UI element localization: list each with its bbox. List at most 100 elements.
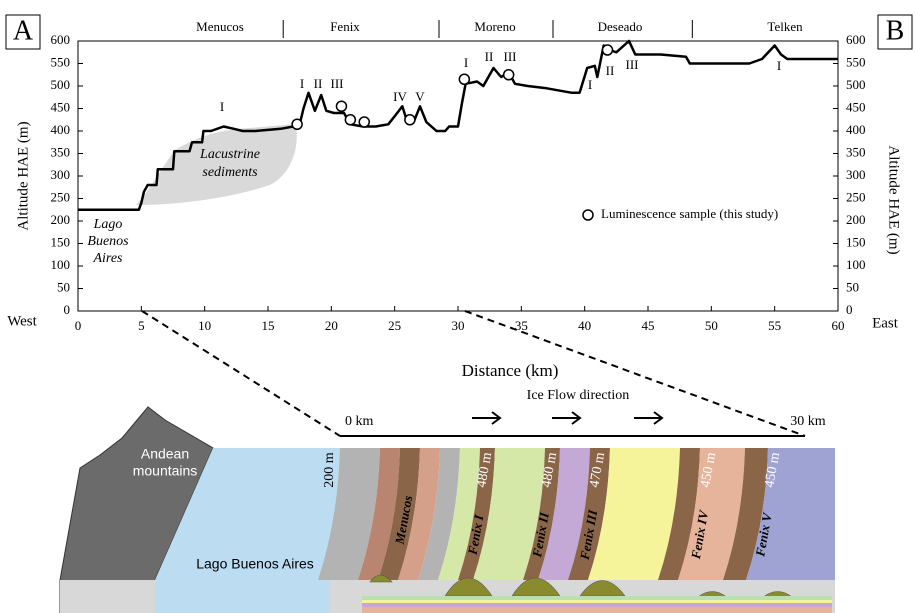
y-tick-label: 150 (51, 234, 71, 249)
y2-tick-label: 300 (846, 167, 866, 182)
scale-label: 30 km (790, 414, 826, 429)
y-tick-label: 400 (51, 122, 71, 137)
y2-tick-label: 550 (846, 54, 866, 69)
peak-label: II (314, 76, 323, 91)
sample-point (601, 44, 614, 56)
peak-label: I (588, 77, 592, 92)
diagram-band (658, 448, 700, 580)
lake (155, 448, 368, 613)
x-tick-label: 20 (325, 318, 338, 333)
sample-point (358, 116, 371, 128)
sample-point (458, 73, 471, 85)
diagram-band (458, 448, 495, 580)
x-tick-label: 45 (642, 318, 655, 333)
y2-axis-title: Altitude HAE (m) (886, 145, 902, 254)
lake-label: Aires (92, 251, 123, 266)
diagram-band (746, 448, 835, 580)
y2-tick-label: 200 (846, 212, 866, 227)
y-tick-label: 50 (57, 279, 70, 294)
y-tick-label: 600 (51, 32, 71, 47)
zone-label: Telken (767, 19, 803, 34)
peak-label: III (331, 76, 344, 91)
sample-point (335, 100, 348, 112)
flow-label: Ice Flow direction (527, 388, 630, 403)
x-tick-label: 40 (578, 318, 591, 333)
sediment-label: Lacustrine (199, 147, 260, 162)
front-face (155, 580, 330, 613)
y2-tick-label: 250 (846, 189, 866, 204)
x-tick-label: 10 (198, 318, 211, 333)
peak-label: I (777, 58, 781, 73)
diagram-band (473, 448, 545, 580)
front-strata (362, 596, 832, 613)
lake-label: Lago (93, 217, 123, 232)
y2-tick-label: 100 (846, 257, 866, 272)
y2-tick-label: 150 (846, 234, 866, 249)
diagram-band (378, 448, 420, 580)
moraine-altitude: 450 m (698, 451, 719, 489)
zoom-line (464, 310, 806, 437)
y-tick-label: 300 (51, 167, 71, 182)
moraine-altitude: 480 m (539, 451, 560, 489)
legend-marker (582, 209, 594, 221)
y2-tick-label: 50 (846, 279, 859, 294)
sediment-area (136, 124, 297, 205)
y-tick-label: 550 (51, 54, 71, 69)
diagram-band (398, 448, 440, 580)
peak-label: IV (393, 89, 407, 104)
y2-tick-label: 450 (846, 99, 866, 114)
peak-label: II (606, 63, 615, 78)
diagram-band (418, 448, 460, 580)
lake-label: Buenos (87, 234, 129, 249)
y2-tick-label: 600 (846, 32, 866, 47)
west-label: West (7, 313, 37, 329)
peak-label: III (504, 49, 517, 64)
diagram-band (523, 448, 560, 580)
mountains-label: Andean (141, 446, 189, 462)
y-tick-label: 200 (51, 212, 71, 227)
diagram: 0 km 30 km Ice Flow direction Andean mou… (59, 310, 835, 613)
mountains-label: mountains (133, 463, 198, 479)
y2-tick-label: 400 (846, 122, 866, 137)
y-tick-label: 500 (51, 77, 71, 92)
diagram-band (318, 448, 380, 580)
x-tick-label: 5 (138, 318, 145, 333)
moraine-altitude: 470 m (587, 451, 608, 489)
y-tick-label: 100 (51, 257, 71, 272)
y-tick-label: 450 (51, 99, 71, 114)
peak-label: III (626, 57, 639, 72)
panel-box (5, 14, 41, 50)
x-tick-label: 15 (262, 318, 275, 333)
sample-point (502, 69, 515, 81)
x-tick-label: 0 (75, 318, 82, 333)
x-tick-label: 30 (452, 318, 465, 333)
diagram-band (438, 448, 480, 580)
y2-tick-label: 0 (846, 302, 853, 317)
diagram-band (678, 448, 745, 580)
x-tick-label: 25 (388, 318, 401, 333)
x-tick-label: 50 (705, 318, 718, 333)
zone-label: Fenix (330, 19, 360, 34)
lake-label: Lago Buenos Aires (196, 556, 314, 572)
zone-label: Menucos (196, 19, 244, 34)
y-tick-label: 250 (51, 189, 71, 204)
zoom-line (141, 310, 341, 437)
peak-label: I (464, 55, 468, 70)
height-label: 200 m (322, 452, 337, 488)
diagram-band (568, 448, 610, 580)
y-tick-label: 350 (51, 144, 71, 159)
sediment-label: sediments (202, 165, 258, 180)
scale-label: 0 km (345, 414, 374, 429)
peak-label: II (485, 49, 494, 64)
sample-point (344, 114, 357, 126)
peak-label: I (300, 76, 304, 91)
x-tick-label: 55 (768, 318, 781, 333)
panel-label: A (13, 15, 34, 46)
x-axis-title: Distance (km) (462, 361, 559, 380)
panel-label: B (886, 15, 905, 46)
sample-point (291, 118, 303, 130)
y-tick-label: 0 (64, 302, 71, 317)
diagram-band (358, 448, 400, 580)
peak-label: V (415, 89, 425, 104)
